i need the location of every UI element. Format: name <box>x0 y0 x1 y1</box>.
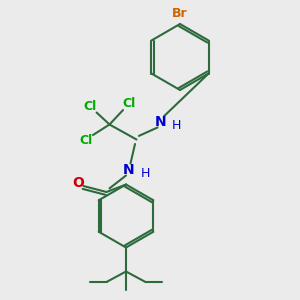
Text: Cl: Cl <box>79 134 92 148</box>
Text: Cl: Cl <box>122 97 136 110</box>
Text: Cl: Cl <box>83 100 97 113</box>
Text: H: H <box>172 118 181 132</box>
Text: N: N <box>155 115 166 128</box>
Text: O: O <box>72 176 84 190</box>
Text: N: N <box>123 163 135 176</box>
Text: Br: Br <box>172 8 188 20</box>
Text: H: H <box>140 167 150 180</box>
